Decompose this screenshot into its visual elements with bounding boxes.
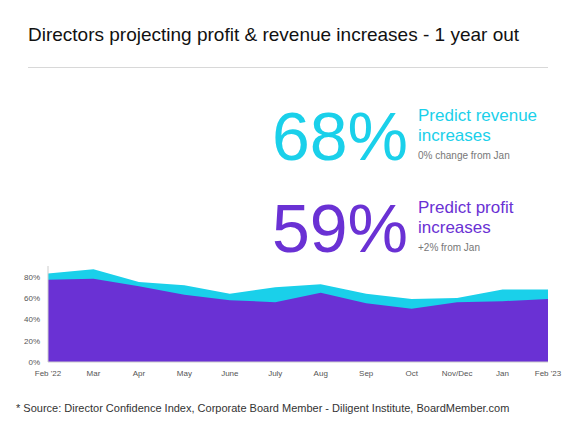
svg-text:20%: 20% <box>24 337 40 346</box>
svg-text:Nov/Dec: Nov/Dec <box>442 369 473 378</box>
html-text:Directors projecting profit &: Directors projecting profit & revenue in… <box>28 24 520 45</box>
svg-text:July: July <box>268 369 282 378</box>
html-text:Predict profit increases: Predict profit increases <box>418 198 514 237</box>
svg-text:Oct: Oct <box>405 369 418 378</box>
svg-text:May: May <box>177 369 192 378</box>
svg-text:Feb '22: Feb '22 <box>35 369 62 378</box>
svg-text:Apr: Apr <box>133 369 146 378</box>
svg-text:Aug: Aug <box>314 369 328 378</box>
html-text:0% change from Jan: 0% change from Jan <box>418 150 510 161</box>
html-text:+2% from Jan: +2% from Jan <box>418 242 480 253</box>
html-text:68%: 68% <box>271 98 408 174</box>
html-text:* Source: Director Confidence: * Source: Director Confidence Index, Cor… <box>16 402 510 414</box>
svg-text:Sep: Sep <box>359 369 374 378</box>
svg-text:0%: 0% <box>28 358 40 367</box>
svg-text:60%: 60% <box>24 294 40 303</box>
svg-text:Mar: Mar <box>87 369 101 378</box>
svg-text:Feb '23: Feb '23 <box>535 369 562 378</box>
html-text:59%: 59% <box>271 190 408 266</box>
html-text:Predict revenue increases: Predict revenue increases <box>418 106 538 145</box>
svg-text:June: June <box>221 369 239 378</box>
svg-text:80%: 80% <box>24 273 40 282</box>
svg-text:40%: 40% <box>24 315 40 324</box>
svg-text:Jan: Jan <box>496 369 509 378</box>
